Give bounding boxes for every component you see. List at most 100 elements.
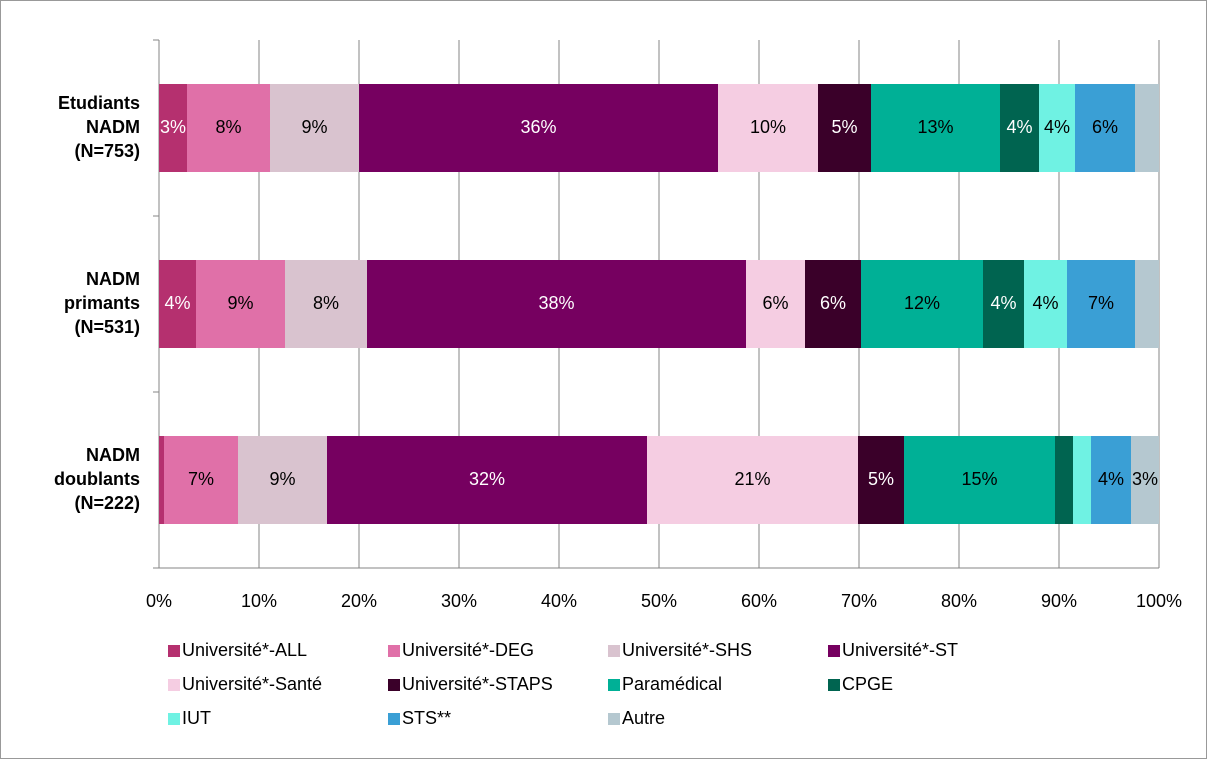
- bar-segment: [1039, 84, 1075, 172]
- y-tick-label-line: NADM: [86, 117, 140, 137]
- data-label: 5%: [831, 117, 857, 137]
- legend-swatch: [168, 713, 180, 725]
- data-label: 12%: [904, 293, 940, 313]
- legend-swatch: [388, 679, 400, 691]
- bar-segment: [858, 436, 904, 524]
- bar-segment: [159, 84, 187, 172]
- bar-segment: [327, 436, 647, 524]
- bar-segment: [1024, 260, 1067, 348]
- legend-label: CPGE: [842, 674, 893, 694]
- y-tick-label: Etudiants NADM (N=753): [58, 93, 140, 161]
- bar-segment: [238, 436, 327, 524]
- legend-swatch: [168, 645, 180, 657]
- legend-swatch: [388, 645, 400, 657]
- data-label: 6%: [762, 293, 788, 313]
- data-label: 10%: [750, 117, 786, 137]
- legend-label: STS**: [402, 708, 451, 728]
- legend-swatch: [828, 679, 840, 691]
- data-label: 32%: [469, 469, 505, 489]
- bar-segment: [871, 84, 1000, 172]
- bar-segment: [1131, 436, 1159, 524]
- bar-segment: [159, 260, 196, 348]
- data-label: 4%: [1006, 117, 1032, 137]
- legend-swatch: [608, 645, 620, 657]
- legend-swatch: [608, 713, 620, 725]
- y-tick-label-line: NADM: [86, 269, 140, 289]
- bar-segment: [861, 260, 983, 348]
- bar-segment: [1075, 84, 1135, 172]
- data-label: 7%: [1088, 293, 1114, 313]
- legend-label: Université*-ALL: [182, 640, 307, 660]
- data-label: 4%: [1098, 469, 1124, 489]
- y-tick-label-line: (N=753): [74, 141, 140, 161]
- data-label: 4%: [1032, 293, 1058, 313]
- bar-segment: [746, 260, 805, 348]
- bar-segment: [1055, 436, 1073, 524]
- bar-segment: [1067, 260, 1135, 348]
- data-label: 3%: [160, 117, 186, 137]
- data-label: 9%: [269, 469, 295, 489]
- legend-label: Paramédical: [622, 674, 722, 694]
- bar-segment: [718, 84, 818, 172]
- legend-label: Autre: [622, 708, 665, 728]
- data-label: 8%: [215, 117, 241, 137]
- bar-segment: [1135, 260, 1159, 348]
- x-tick-label: 100%: [1136, 591, 1182, 611]
- bar-segment: [983, 260, 1024, 348]
- data-label: 7%: [188, 469, 214, 489]
- bar-segment: [285, 260, 367, 348]
- x-tick-label: 70%: [841, 591, 877, 611]
- data-label: 21%: [734, 469, 770, 489]
- bar-segment: [270, 84, 359, 172]
- bar-segment: [818, 84, 871, 172]
- legend-label: Université*-STAPS: [402, 674, 553, 694]
- legend-swatch: [388, 713, 400, 725]
- data-label: 6%: [1092, 117, 1118, 137]
- x-tick-label: 20%: [341, 591, 377, 611]
- x-tick-label: 0%: [146, 591, 172, 611]
- x-tick-label: 50%: [641, 591, 677, 611]
- legend-label: Université*-ST: [842, 640, 958, 660]
- data-label: 38%: [538, 293, 574, 313]
- y-tick-label: NADM primants (N=531): [64, 269, 140, 337]
- y-tick-label-line: (N=531): [74, 317, 140, 337]
- bar-segment: [187, 84, 270, 172]
- bar-segment: [359, 84, 718, 172]
- data-label: 4%: [990, 293, 1016, 313]
- y-tick-label-line: doublants: [54, 469, 140, 489]
- x-tick-label: 30%: [441, 591, 477, 611]
- x-tick-label: 80%: [941, 591, 977, 611]
- legend-label: Université*-DEG: [402, 640, 534, 660]
- bar-segment: [164, 436, 238, 524]
- y-tick-label: NADM doublants (N=222): [54, 445, 140, 513]
- legend-swatch: [828, 645, 840, 657]
- data-label: 5%: [868, 469, 894, 489]
- bar-segment: [805, 260, 861, 348]
- legend-label: Université*-Santé: [182, 674, 322, 694]
- data-label: 8%: [313, 293, 339, 313]
- data-label: 9%: [301, 117, 327, 137]
- legend-label: IUT: [182, 708, 211, 728]
- data-label: 36%: [520, 117, 556, 137]
- y-tick-label-line: Etudiants: [58, 93, 140, 113]
- data-label: 9%: [227, 293, 253, 313]
- data-label: 13%: [917, 117, 953, 137]
- bar-segment: [196, 260, 285, 348]
- legend-swatch: [608, 679, 620, 691]
- y-tick-label-line: primants: [64, 293, 140, 313]
- y-tick-label-line: (N=222): [74, 493, 140, 513]
- x-tick-label: 10%: [241, 591, 277, 611]
- bar-segment: [1000, 84, 1039, 172]
- bar-segment: [1135, 84, 1159, 172]
- data-label: 3%: [1132, 469, 1158, 489]
- x-tick-label: 60%: [741, 591, 777, 611]
- x-tick-label: 40%: [541, 591, 577, 611]
- data-label: 15%: [961, 469, 997, 489]
- bar-segment: [367, 260, 746, 348]
- bar-segment: [647, 436, 858, 524]
- legend-label: Université*-SHS: [622, 640, 752, 660]
- x-tick-label: 90%: [1041, 591, 1077, 611]
- bar-segment: [159, 436, 164, 524]
- bar-segment: [1091, 436, 1131, 524]
